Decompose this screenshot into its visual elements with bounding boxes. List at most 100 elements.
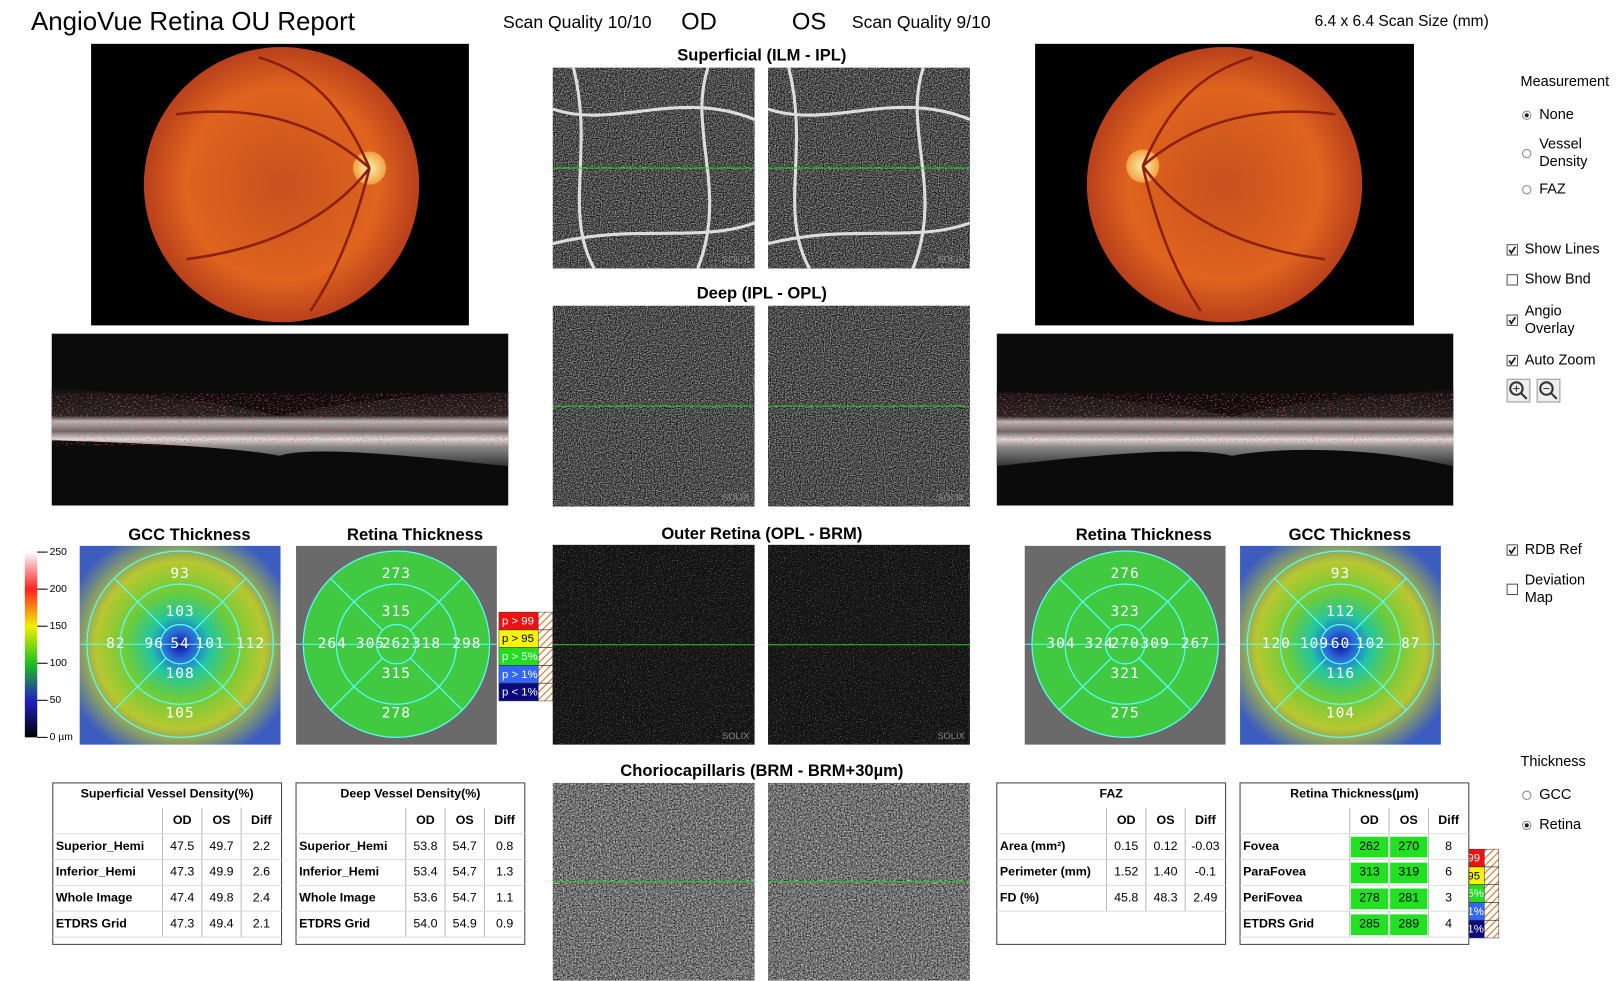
checkmark[interactable] (1508, 357, 1517, 366)
watermark: SOLIX (722, 255, 749, 265)
angiogram: SOLIX (768, 782, 970, 981)
sector-value: 105 (165, 706, 194, 722)
table-cell: 49.4 (209, 916, 233, 930)
option-label[interactable]: Auto Zoom (1525, 352, 1596, 368)
table-cell: 281 (1398, 891, 1419, 905)
row-label: Whole Image (56, 891, 133, 905)
angiogram: SOLIX (768, 305, 970, 507)
option-label[interactable]: FAZ (1539, 182, 1566, 198)
table-cell: 262 (1359, 839, 1380, 853)
checkbox-box[interactable] (1506, 244, 1518, 256)
colorbar (24, 552, 38, 738)
table-cell: 3 (1445, 891, 1452, 905)
checkbox[interactable]: Deviation Map (1506, 572, 1585, 606)
sector-value: 103 (165, 604, 194, 620)
radio[interactable]: None (1522, 107, 1574, 123)
legend-hatch (537, 665, 554, 684)
option-label[interactable]: Show Lines (1525, 242, 1600, 258)
sector-value: 116 (1326, 666, 1355, 682)
sector-value: 112 (1326, 604, 1355, 620)
checkbox[interactable]: Auto Zoom (1506, 352, 1596, 368)
row-label: PeriFovea (1243, 891, 1302, 905)
radio-circle[interactable] (1522, 148, 1532, 159)
cell-highlight (1390, 914, 1428, 936)
radio-dot[interactable] (1524, 113, 1529, 118)
angiogram: SOLIX (552, 305, 755, 507)
report-title: AngioVue Retina OU Report (31, 8, 355, 36)
table-cell: 49.7 (209, 839, 233, 853)
column-header: OD (1117, 813, 1136, 827)
checkbox-box[interactable] (1506, 274, 1518, 286)
option-label[interactable]: Show Bnd (1525, 272, 1591, 288)
option-label[interactable]: None (1539, 107, 1574, 123)
row-label: Whole Image (299, 891, 376, 905)
etdrs-spoke (193, 657, 247, 711)
radio[interactable]: GCC (1522, 787, 1572, 803)
column-header: OD (173, 813, 192, 827)
checkbox-box[interactable] (1506, 314, 1518, 326)
checkbox[interactable]: Show Lines (1506, 242, 1600, 258)
angiogram: SOLIX (552, 782, 755, 981)
checkbox-box[interactable] (1506, 583, 1518, 596)
etdrs-spoke (409, 657, 463, 711)
radio-circle[interactable] (1522, 790, 1532, 800)
checkbox[interactable]: Show Bnd (1506, 272, 1591, 288)
sector-value: 102 (1356, 636, 1385, 652)
option-label[interactable]: Vessel (1539, 137, 1582, 153)
option-label[interactable]: Density (1539, 154, 1588, 170)
sector-value: 87 (1401, 636, 1421, 652)
option-label[interactable]: Angio (1525, 303, 1562, 319)
checkbox-box[interactable] (1506, 544, 1518, 556)
zoom-out[interactable] (1536, 378, 1561, 403)
option-label[interactable]: Map (1525, 590, 1553, 606)
cell-highlight (1390, 888, 1428, 910)
option-label[interactable]: RDB Ref (1525, 542, 1583, 558)
checkbox[interactable]: RDB Ref (1506, 542, 1583, 558)
radio[interactable]: Retina (1522, 817, 1582, 833)
colorbar-label: 100 (50, 658, 68, 669)
radio-dot[interactable] (1524, 823, 1529, 828)
cell-highlight (1350, 862, 1389, 884)
map-title: Retina Thickness (347, 525, 483, 544)
os-quality: Scan Quality 9/10 (852, 12, 991, 32)
row-label: FD (%) (1000, 891, 1039, 905)
etdrs-spoke (1353, 657, 1407, 711)
sector-value: 108 (165, 666, 194, 682)
table-cell: 0.9 (496, 916, 513, 930)
scan-size: 6.4 x 6.4 Scan Size (mm) (1315, 13, 1489, 30)
angiogram: SOLIX (552, 67, 756, 270)
table-cell: 1.1 (496, 891, 513, 905)
sector-value: 93 (1331, 566, 1351, 582)
cell-highlight (1350, 914, 1389, 936)
sector-value: 278 (382, 706, 411, 722)
colorbar-label: 150 (50, 621, 68, 632)
etdrs-spoke (409, 577, 463, 631)
table-cell: 45.8 (1114, 891, 1138, 905)
checkbox[interactable]: Angio Overlay (1506, 303, 1576, 337)
checkmark[interactable] (1508, 546, 1517, 555)
od-oct (51, 333, 509, 506)
checkmark[interactable] (1508, 316, 1517, 325)
sector-value: 60 (1331, 636, 1351, 652)
option-label[interactable]: Deviation (1525, 572, 1585, 588)
checkmark[interactable] (1508, 246, 1517, 255)
table-cell: 47.4 (170, 891, 194, 905)
option-label[interactable]: Retina (1539, 817, 1582, 833)
row-label: Superior_Hemi (56, 839, 144, 853)
checkbox-box[interactable] (1506, 354, 1518, 367)
sector-value: 101 (195, 636, 224, 652)
option-label[interactable]: Overlay (1525, 321, 1576, 337)
legend-hatch (1484, 884, 1500, 903)
watermark: SOLIX (722, 967, 749, 977)
watermark: SOLIX (937, 731, 964, 741)
option-label[interactable]: GCC (1539, 787, 1571, 803)
sector-value: 109 (1300, 636, 1329, 652)
significance-legend: p > 99 p > 95 p > 5% p > 1% p < 1% (498, 611, 554, 702)
radio-circle[interactable] (1522, 185, 1532, 195)
group-title: Measurement (1521, 74, 1610, 90)
watermark: SOLIX (937, 255, 964, 265)
sector-value: 96 (144, 636, 164, 652)
radio[interactable]: FAZ (1522, 182, 1566, 198)
zoom-in[interactable] (1506, 378, 1531, 403)
